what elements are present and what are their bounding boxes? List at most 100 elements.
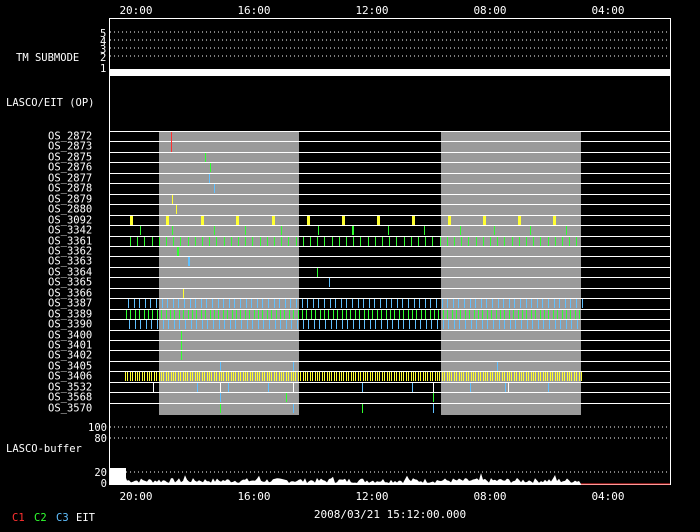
- observation-mark: [564, 372, 565, 381]
- observation-mark: [381, 310, 382, 319]
- observation-mark: [234, 299, 235, 308]
- observation-mark: [526, 237, 527, 246]
- observation-mark: [443, 320, 444, 329]
- observation-mark: [370, 320, 371, 329]
- observation-mark: [151, 320, 152, 329]
- observation-mark: [283, 372, 284, 381]
- observation-mark: [196, 310, 197, 319]
- observation-mark: [281, 226, 282, 235]
- observation-mark: [205, 310, 206, 319]
- observation-mark: [496, 310, 497, 319]
- observation-mark: [490, 237, 491, 246]
- top-tick-label: 20:00: [119, 4, 152, 17]
- observation-mark: [232, 310, 233, 319]
- observation-mark: [491, 310, 492, 319]
- observation-mark: [320, 310, 321, 319]
- observation-mark: [473, 372, 474, 381]
- observation-mark: [139, 372, 140, 381]
- observation-mark: [409, 320, 410, 329]
- observation-mark: [346, 237, 347, 246]
- observation-mark: [537, 299, 538, 308]
- observation-mark: [574, 372, 575, 381]
- observation-mark: [363, 372, 364, 381]
- observation-mark: [154, 372, 155, 381]
- observation-mark: [174, 310, 175, 319]
- observation-mark: [359, 320, 360, 329]
- top-tick-label: 04:00: [591, 4, 624, 17]
- observation-mark: [507, 372, 508, 381]
- observation-mark: [180, 372, 181, 381]
- observation-mark: [424, 226, 425, 235]
- observation-mark: [347, 320, 348, 329]
- observation-mark: [576, 237, 577, 246]
- observation-mark: [430, 299, 431, 308]
- observation-mark: [447, 299, 448, 308]
- observation-mark: [433, 383, 434, 392]
- observation-mark: [482, 320, 483, 329]
- observation-mark: [542, 299, 543, 308]
- observation-mark: [368, 237, 369, 246]
- observation-mark: [483, 237, 484, 246]
- lasco-eit-label: LASCO/EIT (OP): [6, 97, 95, 109]
- observation-mark: [540, 372, 541, 381]
- observation-mark: [480, 372, 481, 381]
- observation-mark: [364, 310, 365, 319]
- observation-mark: [435, 372, 436, 381]
- observation-mark: [219, 320, 220, 329]
- observation-mark: [377, 216, 380, 225]
- observation-mark: [181, 331, 182, 340]
- observation-mark: [388, 226, 389, 235]
- observation-mark: [245, 237, 246, 246]
- observation-mark: [171, 132, 172, 152]
- observation-mark: [125, 372, 126, 381]
- program-label: OS_3532: [48, 382, 92, 394]
- observation-mark: [413, 372, 414, 381]
- observation-mark: [207, 372, 208, 381]
- observation-mark: [394, 310, 395, 319]
- observation-mark: [579, 372, 580, 381]
- observation-mark: [149, 372, 150, 381]
- observation-mark: [567, 372, 568, 381]
- observation-mark: [531, 299, 532, 308]
- observation-mark: [487, 310, 488, 319]
- observation-mark: [317, 237, 318, 246]
- observation-mark: [436, 299, 437, 308]
- observation-mark: [555, 320, 556, 329]
- bottom-tick-label: 12:00: [355, 490, 388, 503]
- program-rows: OS_2872OS_2873OS_2875OS_2876OS_2877OS_28…: [48, 131, 670, 415]
- observation-mark: [518, 310, 519, 319]
- observation-mark: [502, 372, 503, 381]
- observation-mark: [414, 299, 415, 308]
- observation-mark: [375, 372, 376, 381]
- program-label: OS_3365: [48, 277, 92, 289]
- legend-c1: C1: [12, 512, 25, 524]
- observation-mark: [364, 320, 365, 329]
- observation-mark: [493, 320, 494, 329]
- observation-mark: [297, 320, 298, 329]
- observation-mark: [420, 372, 421, 381]
- observation-mark: [362, 383, 363, 392]
- observation-mark: [274, 372, 275, 381]
- observation-mark: [230, 320, 231, 329]
- observation-mark: [562, 237, 563, 246]
- observation-mark: [132, 372, 133, 381]
- legend: C1 C2 C3 EIT: [12, 512, 96, 524]
- observation-mark: [434, 310, 435, 319]
- observation-mark: [145, 299, 146, 308]
- observation-mark: [346, 299, 347, 308]
- observation-mark: [285, 299, 286, 308]
- observation-mark: [202, 372, 203, 381]
- observation-mark: [531, 310, 532, 319]
- observation-mark: [313, 299, 314, 308]
- observation-mark: [375, 237, 376, 246]
- observation-mark: [221, 372, 222, 381]
- observation-mark: [392, 320, 393, 329]
- observation-mark: [231, 372, 232, 381]
- observation-mark: [533, 372, 534, 381]
- observation-mark: [456, 310, 457, 319]
- observation-mark: [214, 226, 215, 235]
- observation-mark: [306, 310, 307, 319]
- observation-mark: [235, 372, 236, 381]
- observation-mark: [302, 299, 303, 308]
- observation-mark: [224, 320, 225, 329]
